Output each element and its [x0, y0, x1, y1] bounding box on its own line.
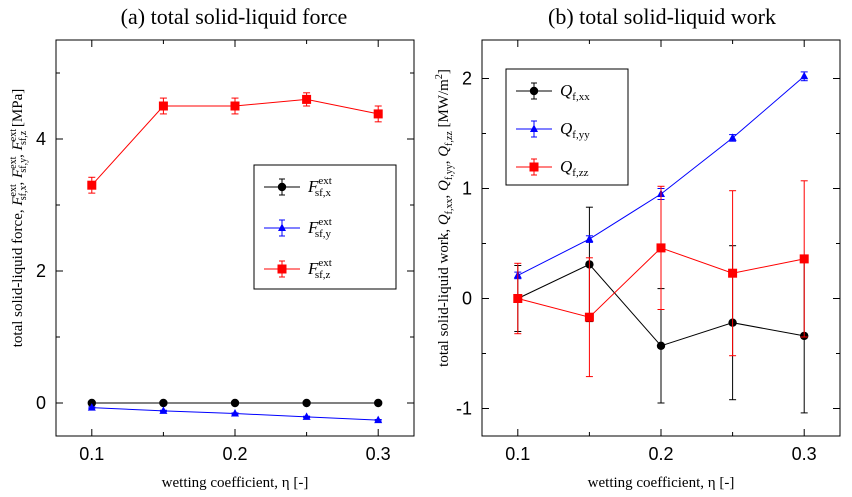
legend-label: Qf,yy: [560, 119, 590, 141]
data-point: [374, 398, 383, 408]
legend-box: [505, 68, 629, 186]
data-point: [513, 294, 523, 303]
data-point: [302, 94, 312, 104]
data-point: [87, 403, 96, 411]
x-tick-label: 0.3: [792, 444, 817, 464]
data-point: [87, 398, 97, 408]
series-group: [87, 92, 383, 424]
y-tick-label: 2: [36, 261, 46, 281]
y-tick-label: 0: [462, 289, 472, 309]
data-point: [656, 243, 666, 253]
data-point: [656, 341, 666, 350]
y-tick-label: 0: [36, 393, 46, 413]
data-point: [799, 254, 809, 264]
legend: Fext sf,x Fext sf,y Fext sf,z: [253, 164, 397, 290]
legend-label: Fext sf,z: [307, 257, 332, 281]
legend-label: Fext sf,x: [307, 175, 332, 199]
chart-panel-force: (a) total solid-liquid force 0.1 0.2 0.3 0 2…: [8, 4, 415, 491]
data-point: [728, 268, 738, 278]
legend-marker: [278, 223, 286, 231]
y-tick-label: 1: [462, 179, 472, 199]
chart-panel-work: (b) total solid-liquid work 0.1 0.2 0.3 -1 0…: [426, 0, 852, 497]
x-axis-label: wetting coefficient, η [-]: [162, 475, 309, 491]
legend-label: Qf,xx: [560, 81, 590, 103]
y-tick-label: 2: [462, 69, 472, 89]
work-chart-svg: 0.1 0.2 0.3 -1 0 1 2 wetting coefficient, η [-]…: [434, 39, 841, 491]
legend-label: Fext sf,y: [307, 216, 332, 240]
x-tick-label: 0.1: [505, 444, 530, 464]
x-tick-label: 0.1: [79, 444, 104, 464]
x-axis-label: wetting coefficient, η [-]: [588, 475, 735, 491]
legend-marker: [277, 182, 287, 192]
data-point: [159, 398, 168, 408]
data-point: [800, 71, 809, 80]
data-point: [585, 234, 594, 243]
x-tick-label: 0.2: [648, 444, 673, 464]
y-axis-label: total solid-liquid force, Fextsf,x, Fext…: [8, 89, 29, 348]
data-point: [584, 312, 594, 322]
y-axis-label: total solid-liquid work, Qf,xx, Qf,yy, Q…: [434, 69, 455, 367]
data-point: [230, 398, 240, 408]
legend-marker: [529, 162, 539, 172]
y-tick-label: 4: [36, 129, 46, 149]
data-point: [230, 101, 240, 111]
x-tick-label: 0.2: [222, 444, 247, 464]
data-point: [373, 109, 383, 119]
legend-label: Qf,zz: [560, 157, 589, 179]
data-point: [158, 101, 168, 111]
legend-marker: [277, 264, 287, 274]
data-point: [728, 133, 737, 141]
data-point: [302, 398, 311, 408]
legend: Qf,xx Qf,yy Qf,zz: [505, 68, 629, 186]
data-point: [302, 412, 311, 420]
series-group: [513, 71, 809, 414]
legend-marker: [529, 86, 539, 96]
data-point: [159, 406, 168, 414]
chart-title: (b) total solid-liquid work: [548, 4, 776, 29]
force-chart-svg: 0.1 0.2 0.3 0 2 4 wetting coefficient, η [-] to…: [8, 39, 415, 491]
legend-marker: [530, 124, 538, 132]
x-tick-label: 0.3: [366, 444, 391, 464]
data-point: [87, 180, 97, 190]
data-point: [231, 409, 239, 417]
data-point: [374, 415, 383, 424]
chart-title: (a) total solid-liquid force: [120, 4, 348, 29]
y-tick-label: -1: [456, 399, 472, 419]
